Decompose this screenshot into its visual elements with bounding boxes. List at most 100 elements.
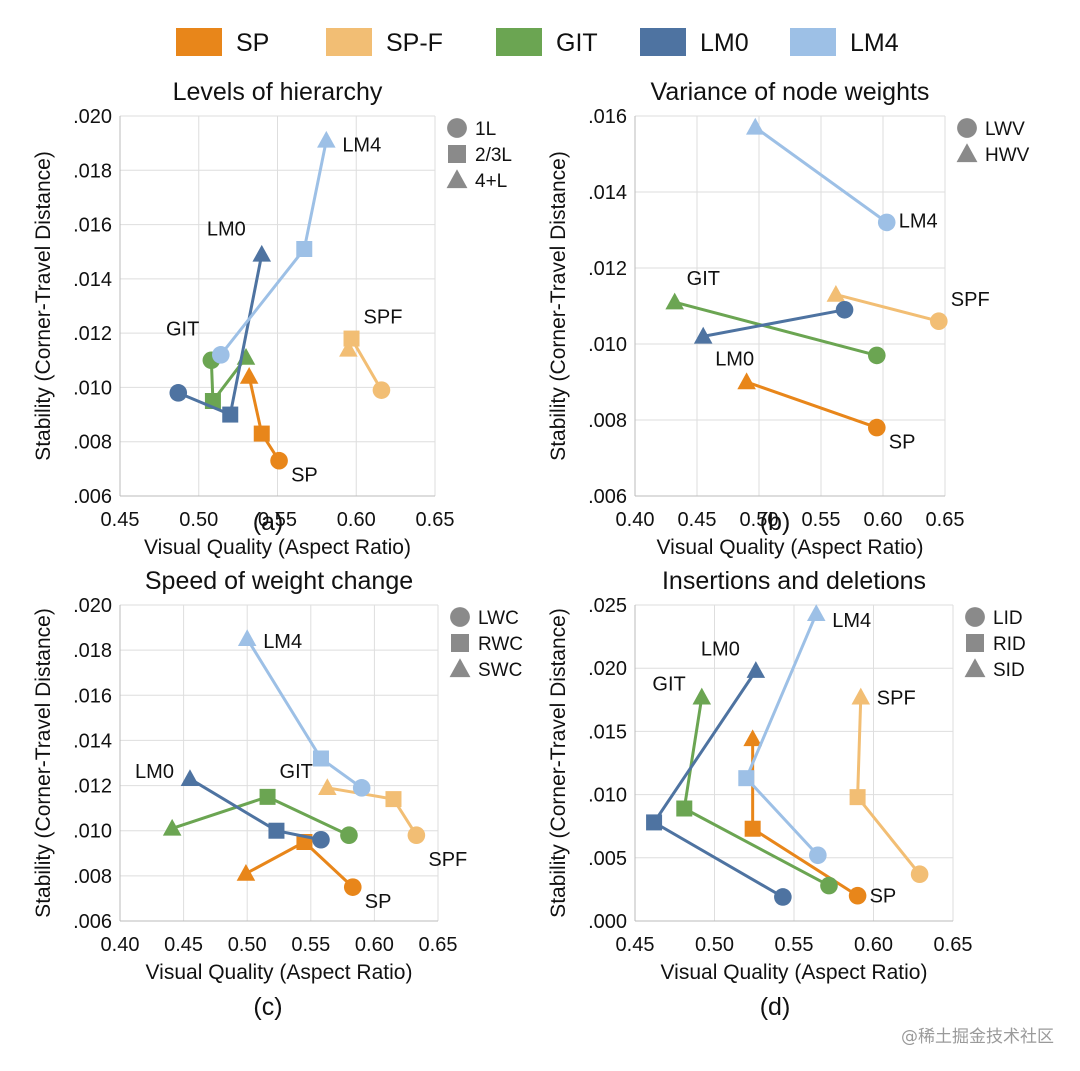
y-tick-label: .012 bbox=[73, 776, 112, 798]
series-line-sp-f bbox=[835, 293, 940, 323]
y-tick-label: .020 bbox=[73, 595, 112, 617]
data-point-lm0 bbox=[774, 888, 792, 906]
series-label-sp: SP bbox=[291, 465, 318, 487]
series-label-sp: SP bbox=[870, 886, 897, 908]
caption-c: (c) bbox=[253, 993, 283, 1021]
y-tick-label: .025 bbox=[588, 595, 627, 617]
x-tick-label: 0.65 bbox=[934, 934, 973, 956]
y-tick-label: .014 bbox=[73, 269, 112, 291]
shape-legend-marker bbox=[449, 658, 471, 678]
shape-legend-marker bbox=[447, 118, 467, 138]
y-tick-label: .010 bbox=[73, 821, 112, 843]
x-tick-label: 0.40 bbox=[616, 509, 655, 531]
data-point-lm0 bbox=[312, 830, 330, 849]
chart-svg-b: Variance of node weights 0.40 0.45 0.50 0.55… bbox=[547, 78, 1030, 559]
shape-legend-label: SWC bbox=[478, 660, 522, 681]
y-axis-label: Stability (Corner-Travel Distance) bbox=[32, 151, 55, 461]
y-tick-label: .018 bbox=[73, 640, 112, 662]
y-tick-label: .010 bbox=[588, 785, 627, 807]
y-tick-label: .008 bbox=[588, 410, 627, 432]
data-point-sp-f bbox=[372, 381, 391, 399]
legend-swatch-lm0 bbox=[640, 28, 686, 56]
shape-legend-marker bbox=[451, 634, 469, 652]
data-point-lm0 bbox=[222, 406, 239, 423]
data-point-lm0 bbox=[252, 244, 272, 262]
x-tick-label: 0.55 bbox=[802, 509, 841, 531]
series-label-lm0: LM0 bbox=[207, 218, 246, 240]
caption-b: (b) bbox=[759, 508, 791, 536]
shape-legend-marker bbox=[956, 143, 978, 163]
data-point-lm0 bbox=[646, 814, 663, 831]
data-point-sp bbox=[743, 729, 762, 747]
series-label-sp: SP bbox=[889, 432, 916, 454]
chart-title: Levels of hierarchy bbox=[173, 78, 383, 106]
data-point-git bbox=[259, 788, 276, 805]
data-point-lm4 bbox=[746, 117, 765, 135]
x-axis-label: Visual Quality (Aspect Ratio) bbox=[146, 961, 413, 984]
y-tick-label: .015 bbox=[588, 721, 627, 743]
chart-panel-a: Levels of hierarchy 0.45 0.50 0.55 0.60 0.65.… bbox=[0, 60, 540, 559]
data-point-sp bbox=[737, 372, 756, 390]
x-tick-label: 0.45 bbox=[616, 934, 655, 956]
y-axis-label: Stability (Corner-Travel Distance) bbox=[547, 151, 570, 461]
data-point-sp-f bbox=[851, 687, 871, 705]
shape-legend-label: 2/3L bbox=[475, 145, 512, 166]
chart-svg-d: Insertions and deletions 0.45 0.50 0.55 0.60… bbox=[547, 567, 1026, 984]
y-tick-label: .010 bbox=[588, 334, 627, 356]
x-tick-label: 0.50 bbox=[228, 934, 267, 956]
x-tick-label: 0.60 bbox=[854, 934, 893, 956]
shape-legend-label: SID bbox=[993, 660, 1025, 681]
data-point-sp-f bbox=[385, 791, 402, 808]
x-tick-label: 0.55 bbox=[291, 934, 330, 956]
shape-legend-marker bbox=[446, 169, 468, 189]
series-label-sp-f: SPF bbox=[364, 307, 403, 329]
data-point-lm4 bbox=[317, 130, 336, 148]
data-point-sp bbox=[744, 820, 761, 837]
x-axis-label: Visual Quality (Aspect Ratio) bbox=[661, 961, 928, 984]
series-label-sp-f: SPF bbox=[877, 687, 916, 709]
legend-swatch-sp bbox=[176, 28, 222, 56]
caption-a: (a) bbox=[252, 508, 284, 536]
shape-legend-label: LWV bbox=[985, 119, 1025, 140]
x-tick-label: 0.55 bbox=[258, 509, 297, 531]
y-tick-label: .012 bbox=[588, 258, 627, 280]
shape-legend-label: LWC bbox=[478, 608, 519, 629]
data-point-lm4 bbox=[877, 213, 896, 232]
x-tick-label: 0.65 bbox=[419, 934, 458, 956]
data-point-lm0 bbox=[835, 301, 854, 319]
shape-legend-marker bbox=[966, 634, 984, 652]
legend-label-sp-f: SP-F bbox=[386, 29, 443, 57]
chart-title: Insertions and deletions bbox=[662, 567, 926, 595]
legend-label-sp: SP bbox=[236, 29, 270, 57]
x-tick-label: 0.50 bbox=[179, 509, 218, 531]
series-line-lm0 bbox=[651, 669, 784, 899]
shape-legend-label: RWC bbox=[478, 634, 523, 655]
series-label-sp-f: SPF bbox=[428, 849, 467, 871]
data-point-sp bbox=[236, 864, 256, 881]
legend-swatch-sp-f bbox=[326, 28, 372, 56]
y-tick-label: .014 bbox=[73, 730, 112, 752]
y-tick-label: .020 bbox=[588, 658, 627, 680]
x-tick-label: 0.55 bbox=[775, 934, 814, 956]
series-label-git: GIT bbox=[652, 673, 685, 695]
data-point-lm4 bbox=[806, 604, 826, 622]
data-point-git bbox=[868, 346, 886, 365]
data-point-git bbox=[676, 800, 693, 817]
x-tick-label: 0.45 bbox=[678, 509, 717, 531]
series-line-lm0 bbox=[702, 308, 845, 338]
y-tick-label: .016 bbox=[588, 106, 627, 128]
series-line-git bbox=[674, 300, 878, 357]
data-point-sp-f bbox=[343, 330, 360, 347]
y-tick-label: .005 bbox=[588, 848, 627, 870]
series-label-lm0: LM0 bbox=[701, 639, 740, 661]
data-point-lm0 bbox=[693, 326, 713, 344]
series-line-sp-f bbox=[856, 697, 921, 876]
chart-panel-c: Speed of weight change 0.40 0.45 0.50 0.55 0.… bbox=[0, 545, 540, 1035]
y-tick-label: .008 bbox=[73, 866, 112, 888]
y-tick-label: .006 bbox=[73, 486, 112, 508]
data-point-lm0 bbox=[268, 822, 285, 839]
data-point-sp-f bbox=[318, 778, 337, 796]
series-line-sp-f bbox=[327, 786, 418, 837]
shape-legend-marker bbox=[448, 145, 466, 163]
shape-legend-marker bbox=[964, 658, 986, 678]
